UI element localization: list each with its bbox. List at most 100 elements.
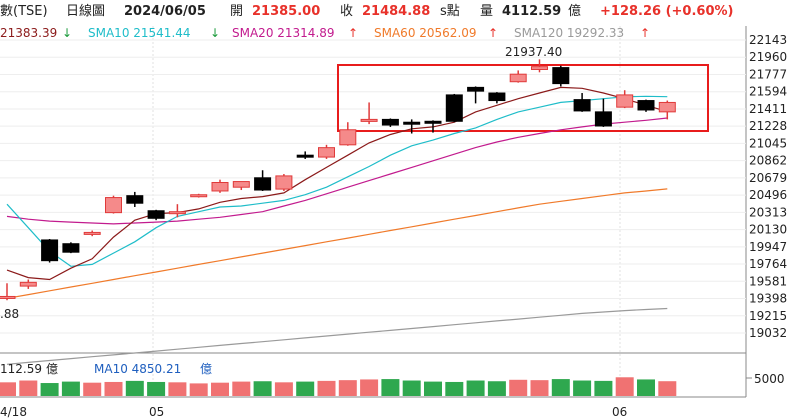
y-tick-label: 19764 [749,257,787,271]
volume-bar [658,381,677,396]
candle [467,86,485,104]
annotation-low: .88 [0,307,19,321]
candle [360,102,378,125]
volume-bar [61,381,80,396]
volume-bar [168,382,187,396]
volume-value: 4112.59 [502,4,562,19]
sma60-arrow: ↑ [488,26,499,40]
candle [190,193,208,198]
volume-bar [530,380,549,396]
sma10-line [6,95,668,267]
y-tick-label: 20130 [749,223,787,237]
y-tick-label: 20496 [749,188,787,202]
annotation-high: 21937.40 [505,45,562,59]
candle [147,209,165,221]
y-tick-label: 21594 [749,85,787,99]
sma120-arrow: ↑ [640,26,651,40]
volume-bar [147,381,166,396]
sma10-arrow: ↓ [210,26,221,40]
candle [573,93,591,112]
volume-bar [637,379,655,396]
close-value: 21484.88 [362,4,431,19]
y-tick-label: 19215 [749,309,787,323]
candle [19,279,37,289]
candle [445,93,463,123]
candle [105,195,122,214]
open-value: 21385.00 [252,4,321,19]
y-tick-label: 19581 [749,274,787,288]
volume-legend-unit: 億 [46,362,59,376]
close-suffix: s點 [440,4,460,19]
close-label: 收 [340,4,354,19]
volume-unit: 億 [568,4,582,19]
candle [488,92,506,104]
y-axis-ticks: 22143 21960 21777 21594 21411 21228 21045 20862… [749,33,787,340]
candle [339,122,357,146]
date-label: 2024/06/05 [124,4,206,19]
volume-bar [445,381,464,396]
volume-bar [189,383,208,396]
volume-bar [211,382,229,396]
candles [0,59,676,301]
volume-bar [83,382,102,396]
volume-bar [381,379,400,396]
volume-label: 量 [480,4,494,19]
sma120-label: SMA120 19292.33 [514,26,625,40]
candle [637,99,655,112]
volume-tick-5000: 5000 [754,372,785,386]
sma20-arrow: ↑ [348,26,359,40]
volume-bar [232,381,251,396]
candle [275,174,293,191]
y-tick-label: 21228 [749,119,787,133]
y-tick-label: 20313 [749,205,787,219]
candle [126,191,144,207]
chart-header: 數(TSE) 日線圖 2024/06/05 開 21385.00 收 21484… [0,0,800,24]
y-tick-label: 19032 [749,326,787,340]
open-label: 開 [230,4,244,19]
y-tick-label: 22143 [749,33,787,47]
volume-bar [40,383,59,396]
volume-bar [0,382,16,396]
candle [509,70,527,83]
volume-bar [615,377,634,396]
volume-bar [573,380,592,396]
candle [83,230,101,237]
y-tick-label: 20679 [749,171,787,185]
grid [0,26,747,398]
candle [0,283,16,301]
candle [403,119,421,134]
change-value: +128.26 (+0.60%) [600,4,734,19]
x-axis-ticks: 4/18 05 06 [0,405,627,419]
y-tick-label: 19947 [749,240,787,254]
volume-bar [424,381,442,396]
candle [616,90,634,109]
candle [254,170,272,191]
candle [594,98,612,127]
volume-bar [338,380,357,396]
candle [168,204,186,218]
y-tick-label: 21960 [749,50,787,64]
volume-ma10: MA10 4850.21 [94,362,182,376]
ma-legend: 21383.39 ↓ SMA10 21541.44 ↓ SMA20 21314.… [0,24,740,42]
volume-bar [19,380,38,396]
sma60-line [6,188,668,299]
moving-average-lines [6,86,668,365]
volume-bar [253,381,272,396]
index-name: 數(TSE) [0,4,48,19]
sma120-line [6,307,668,365]
y-tick-label: 21777 [749,67,787,81]
sma60-label: SMA60 20562.09 [374,26,477,40]
candle [552,65,570,87]
volume-bar [466,380,485,396]
candle [41,239,59,263]
volume-bar [402,380,421,396]
candle [424,120,442,133]
volume-ma10-unit: 億 [200,362,213,376]
volume-bar [509,379,528,396]
candle [318,144,335,159]
y-tick-label: 20862 [749,154,787,168]
sma20-line [6,117,668,225]
volume-bar [487,381,506,396]
y-tick-label: 19398 [749,292,787,306]
